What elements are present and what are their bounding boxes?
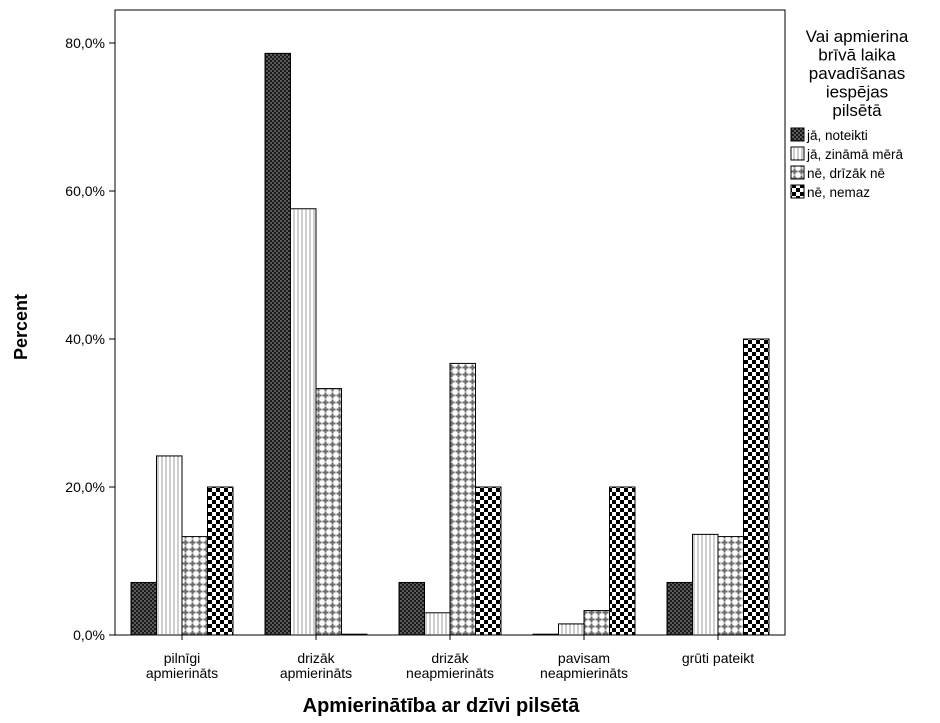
legend-swatch bbox=[790, 146, 805, 161]
bar bbox=[290, 208, 317, 636]
bar bbox=[424, 612, 451, 636]
x-tick-label: apmierināts bbox=[146, 665, 218, 681]
bar bbox=[264, 52, 291, 636]
legend-swatch bbox=[790, 127, 805, 142]
bar bbox=[398, 581, 425, 636]
bar bbox=[666, 581, 693, 636]
legend-swatch bbox=[790, 165, 805, 180]
bar bbox=[609, 486, 636, 636]
y-tick-label: 0,0% bbox=[73, 627, 105, 643]
legend-title: pavadīšanas bbox=[809, 64, 905, 83]
bar bbox=[181, 536, 208, 636]
legend-title: Vai apmierina bbox=[806, 27, 909, 46]
bar bbox=[130, 581, 157, 636]
bar bbox=[692, 533, 719, 636]
bar bbox=[583, 610, 610, 636]
legend-item-label: jā, noteikti bbox=[806, 128, 868, 143]
x-tick-label: pilnīgi bbox=[164, 650, 201, 666]
legend-item-label: nē, nemaz bbox=[807, 185, 870, 200]
bar bbox=[475, 486, 502, 636]
legend-swatch bbox=[790, 184, 805, 199]
x-axis-title: Apmierinātība ar dzīvi pilsētā bbox=[303, 695, 581, 717]
y-tick-label: 80,0% bbox=[65, 35, 105, 51]
bar bbox=[207, 486, 234, 636]
y-tick-label: 20,0% bbox=[65, 479, 105, 495]
legend-item-label: jā, zināmā mērā bbox=[806, 147, 904, 162]
bar bbox=[532, 633, 559, 636]
x-tick-label: apmierināts bbox=[280, 665, 352, 681]
bar bbox=[449, 362, 476, 636]
y-axis-title: Percent bbox=[11, 294, 31, 360]
bar bbox=[315, 388, 342, 636]
legend-title: iespējas bbox=[826, 83, 888, 102]
bar bbox=[558, 623, 585, 636]
legend-title: brīvā laika bbox=[818, 46, 896, 65]
x-tick-label: grūti pateikt bbox=[682, 650, 754, 666]
x-tick-label: neapmierināts bbox=[406, 665, 494, 681]
x-tick-label: pavisam bbox=[558, 650, 610, 666]
bar bbox=[743, 338, 770, 636]
y-tick-label: 40,0% bbox=[65, 331, 105, 347]
bar bbox=[717, 536, 744, 636]
bar bbox=[341, 633, 368, 636]
legend-title: pilsētā bbox=[832, 101, 882, 120]
x-tick-label: drizāk bbox=[431, 650, 469, 666]
bar bbox=[156, 455, 183, 636]
y-tick-label: 60,0% bbox=[65, 183, 105, 199]
x-tick-label: neapmierināts bbox=[540, 665, 628, 681]
legend-item-label: nē, drīzāk nē bbox=[807, 166, 885, 181]
x-tick-label: drizāk bbox=[297, 650, 335, 666]
